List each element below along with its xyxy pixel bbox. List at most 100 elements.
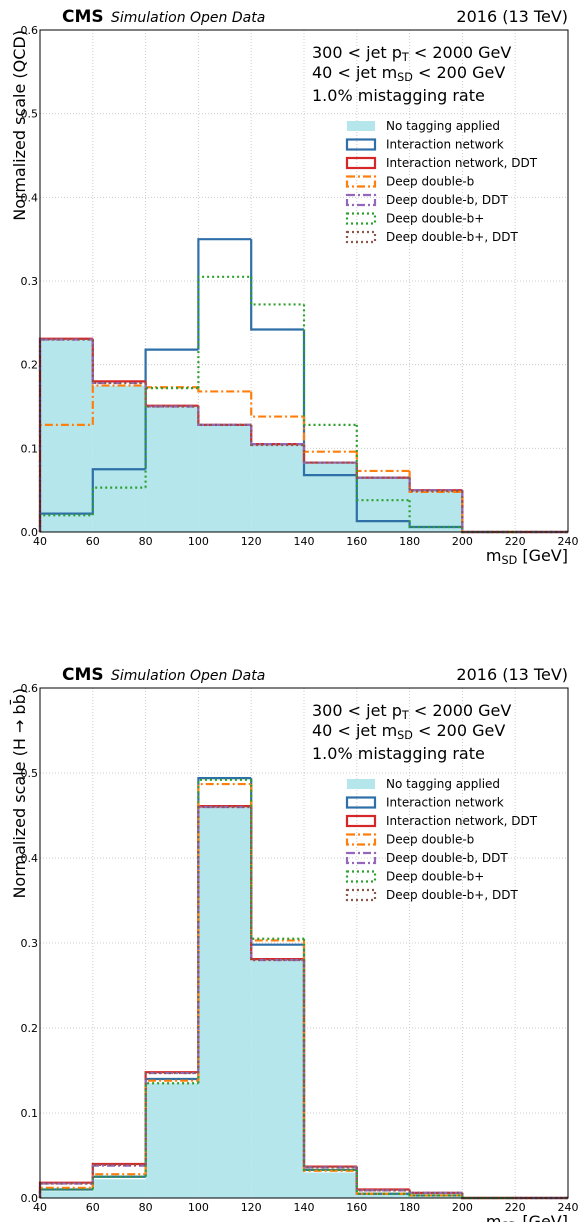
histogram-step bbox=[302, 444, 357, 464]
histogram-step bbox=[144, 348, 199, 470]
y-axis-label: Normalized scale (QCD) bbox=[10, 30, 29, 221]
histogram-step bbox=[250, 778, 304, 946]
histogram-step bbox=[355, 1167, 410, 1192]
legend-swatch bbox=[345, 156, 377, 170]
histogram-step bbox=[250, 424, 304, 446]
y-tick-label: 0.6 bbox=[21, 682, 39, 695]
histogram-step bbox=[250, 424, 304, 447]
histogram-bin bbox=[356, 477, 410, 532]
legend-swatch bbox=[347, 779, 375, 789]
text-part: < 2000 GeV bbox=[409, 701, 512, 720]
legend-label: Interaction network bbox=[386, 796, 504, 810]
experiment: CMS bbox=[62, 7, 104, 27]
histogram-step bbox=[355, 451, 410, 473]
y-tick-label: 0.3 bbox=[21, 275, 39, 288]
text-part: < 200 GeV bbox=[413, 721, 505, 740]
x-tick-label: 220 bbox=[505, 535, 526, 548]
x-tick-label: 160 bbox=[346, 1201, 367, 1214]
legend-label: Deep double-b+, DDT bbox=[386, 230, 518, 244]
annotation: 300 < jet pT < 2000 GeV bbox=[312, 701, 511, 722]
histogram-bin bbox=[409, 1196, 463, 1198]
y-tick-label: 0.4 bbox=[21, 852, 39, 865]
x-tick-label: 240 bbox=[558, 1201, 579, 1214]
histogram-step bbox=[197, 387, 252, 393]
subscript: SD bbox=[397, 729, 413, 742]
y-tick-label: 0.3 bbox=[21, 937, 39, 950]
histogram-step bbox=[250, 779, 304, 940]
histogram-bin bbox=[92, 1179, 146, 1198]
text-part: m bbox=[486, 546, 502, 565]
histogram-bin bbox=[251, 444, 304, 532]
legend-label: Deep double-b, DDT bbox=[386, 851, 508, 865]
experiment: CMS bbox=[62, 665, 104, 685]
x-tick-label: 160 bbox=[346, 535, 367, 548]
histogram-step bbox=[302, 416, 357, 453]
plot-frame bbox=[39, 29, 569, 533]
x-tick-label: 180 bbox=[399, 1201, 420, 1214]
x-tick-label: 80 bbox=[139, 535, 153, 548]
lumi: 2016 (13 TeV) bbox=[456, 665, 568, 684]
histogram-step bbox=[144, 1079, 199, 1175]
histogram-step bbox=[250, 784, 304, 942]
subscript: T bbox=[401, 709, 409, 722]
histogram-step bbox=[302, 938, 357, 1172]
y-tick-label: 0.5 bbox=[21, 108, 39, 121]
histogram-step bbox=[91, 339, 146, 385]
histogram-step bbox=[302, 960, 357, 1169]
histogram-step bbox=[197, 238, 252, 350]
histogram-step bbox=[144, 381, 199, 407]
histogram-step bbox=[302, 940, 357, 1172]
legend-label: Deep double-b bbox=[386, 833, 474, 847]
x-tick-label: 60 bbox=[86, 1201, 100, 1214]
legend-label: Interaction network bbox=[386, 138, 504, 152]
text-part: 1.0% mistagging rate bbox=[312, 744, 485, 763]
x-tick-label: 200 bbox=[452, 535, 473, 548]
legend-label: Interaction network, DDT bbox=[386, 156, 538, 170]
histogram-step bbox=[461, 491, 516, 534]
histogram-step bbox=[250, 239, 304, 331]
histogram-step bbox=[302, 960, 357, 1169]
histogram-bin bbox=[198, 424, 252, 532]
histogram-bin bbox=[92, 385, 146, 532]
histogram-step bbox=[408, 477, 463, 493]
histogram-step bbox=[302, 959, 357, 1168]
histogram-bin bbox=[145, 1083, 199, 1198]
histogram-bin bbox=[409, 490, 463, 532]
histogram-bin bbox=[356, 1193, 410, 1198]
histogram-step bbox=[91, 1163, 146, 1184]
histogram-step bbox=[408, 500, 463, 529]
histogram-step bbox=[355, 462, 410, 479]
text-part: 40 < jet m bbox=[312, 63, 397, 82]
histogram-step bbox=[461, 490, 516, 534]
legend-swatch bbox=[345, 851, 377, 865]
histogram-step bbox=[250, 424, 304, 446]
histogram-step bbox=[144, 1071, 199, 1165]
text-part: 300 < jet p bbox=[312, 43, 402, 62]
histogram-step bbox=[408, 470, 463, 493]
text-part: < 2000 GeV bbox=[409, 43, 512, 62]
y-tick-label: 0.2 bbox=[21, 1022, 39, 1035]
text-part: 40 < jet m bbox=[312, 721, 397, 740]
histogram-step bbox=[197, 406, 252, 427]
status: Simulation Open Data bbox=[111, 10, 265, 26]
x-tick-label: 140 bbox=[294, 1201, 315, 1214]
histogram-step bbox=[250, 807, 304, 962]
histogram-step bbox=[355, 424, 410, 502]
histogram-step bbox=[302, 304, 357, 427]
legend-label: Deep double-b bbox=[386, 175, 474, 189]
legend-swatch bbox=[347, 121, 375, 131]
histogram-bin bbox=[304, 1172, 357, 1198]
annotation: mSD [GeV] bbox=[486, 1212, 568, 1222]
histogram-step bbox=[197, 406, 252, 427]
histogram-step bbox=[408, 1190, 463, 1194]
annotation: mSD [GeV] bbox=[486, 546, 568, 567]
legend-swatch bbox=[345, 833, 377, 846]
histogram-step bbox=[461, 490, 516, 534]
annotation: 1.0% mistagging rate bbox=[312, 744, 485, 763]
legend-label: Deep double-b, DDT bbox=[386, 193, 508, 207]
x-tick-label: 40 bbox=[33, 1201, 47, 1214]
plot-frame bbox=[39, 687, 569, 1199]
annotation: 300 < jet pT < 2000 GeV bbox=[312, 43, 511, 64]
legend-swatch bbox=[345, 175, 377, 188]
histogram-step bbox=[91, 339, 146, 385]
